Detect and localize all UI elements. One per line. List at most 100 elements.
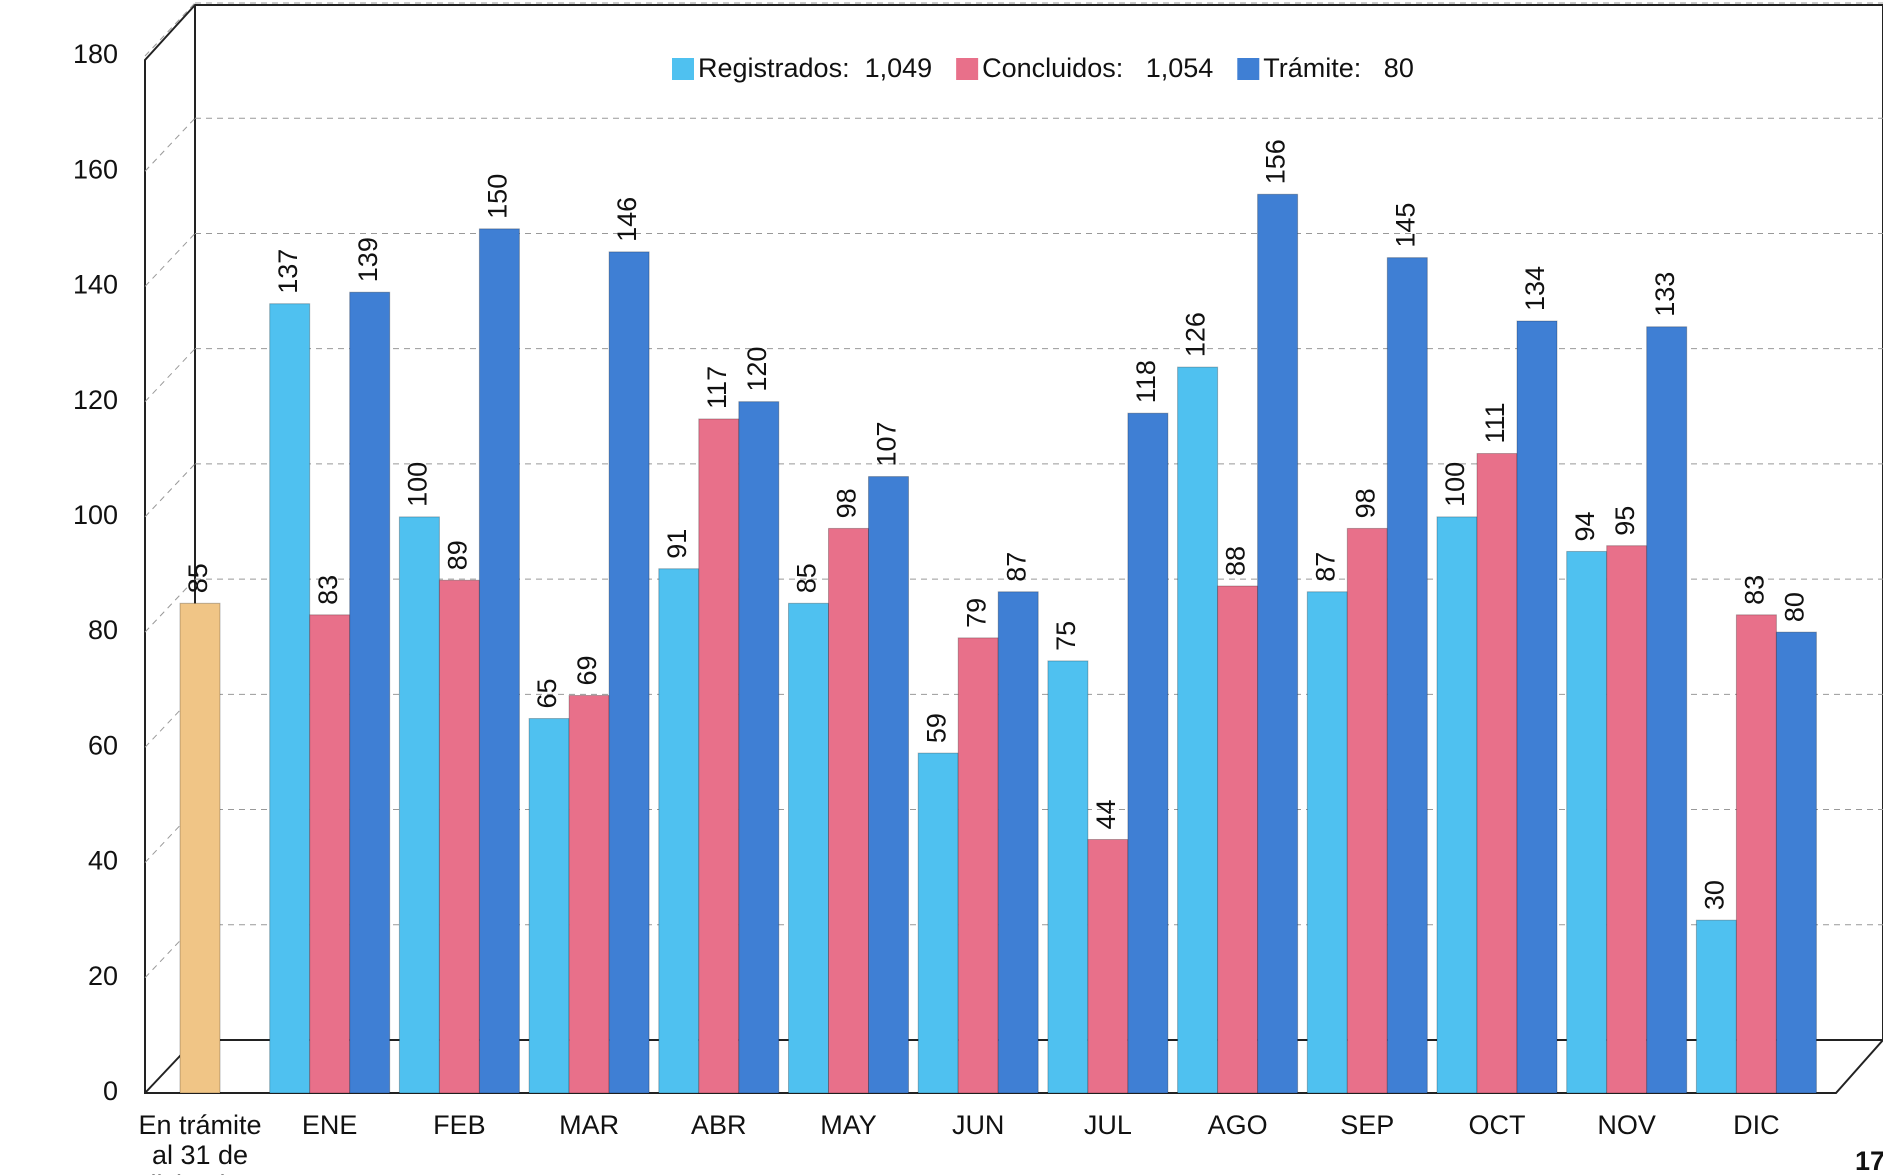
y-tick-label: 60 — [88, 730, 118, 760]
data-label: 133 — [1650, 272, 1680, 317]
data-label: 95 — [1610, 506, 1640, 536]
bar — [997, 591, 1039, 1094]
bar — [349, 291, 391, 1094]
grid-line — [144, 233, 196, 287]
data-label: 75 — [1051, 621, 1081, 651]
data-label: 85 — [183, 563, 213, 593]
bar — [608, 251, 650, 1094]
data-label: 80 — [1780, 592, 1810, 622]
data-label: 111 — [1480, 402, 1510, 443]
bar — [1177, 366, 1219, 1094]
x-tick-label: AGO — [1207, 1110, 1268, 1140]
data-label: 98 — [832, 488, 862, 518]
bar — [398, 516, 440, 1094]
bar — [698, 418, 740, 1094]
data-label: 107 — [872, 421, 902, 466]
bar — [1436, 516, 1478, 1094]
data-label: 117 — [702, 366, 732, 409]
data-label: 120 — [742, 347, 772, 392]
bar — [1346, 527, 1388, 1094]
x-tick-label: ABR — [691, 1110, 747, 1140]
bar — [868, 476, 909, 1094]
bar — [917, 752, 959, 1094]
bar — [658, 568, 700, 1094]
x-tick-label: JUN — [951, 1110, 1005, 1140]
grid-line — [144, 117, 196, 172]
bar — [1386, 257, 1428, 1094]
bar — [1476, 453, 1518, 1094]
data-label: 146 — [612, 197, 642, 242]
data-label: 156 — [1261, 139, 1291, 184]
x-tick-label: MAY — [820, 1110, 877, 1140]
y-tick-label: 100 — [73, 500, 118, 530]
bar — [269, 303, 311, 1094]
bar — [1606, 545, 1648, 1094]
x-tick-label: En trámite al 31 de diciembre de 2017 — [138, 1110, 262, 1175]
data-label: 30 — [1700, 880, 1730, 910]
data-label: 44 — [1091, 799, 1121, 829]
x-tick-label: DIC — [1733, 1110, 1780, 1140]
bar — [1646, 326, 1688, 1094]
bar — [478, 228, 520, 1094]
x-tick-label: NOV — [1597, 1110, 1656, 1140]
data-label: 100 — [403, 462, 433, 507]
x-tick-label: MAR — [559, 1110, 620, 1140]
data-label: 134 — [1520, 266, 1550, 311]
bar — [179, 602, 221, 1094]
bar — [1087, 839, 1129, 1094]
bar — [828, 527, 869, 1094]
grid-line — [144, 348, 196, 403]
bar — [788, 602, 829, 1094]
data-label: 87 — [1310, 552, 1340, 582]
grid-line — [144, 578, 196, 633]
data-label: 94 — [1570, 511, 1600, 541]
data-label: 137 — [273, 249, 303, 294]
data-label: 83 — [313, 575, 343, 605]
data-label: 69 — [572, 655, 602, 685]
legend-label: Registrados: 1,049 — [698, 53, 932, 83]
data-label: 145 — [1390, 203, 1420, 248]
x-tick-label: JUL — [1083, 1110, 1132, 1140]
data-label: 139 — [353, 237, 383, 282]
data-label: 79 — [961, 598, 991, 628]
legend-swatch — [956, 58, 979, 80]
bar — [1127, 412, 1169, 1094]
data-label: 59 — [921, 713, 951, 743]
legend-label: Concluidos: 1,054 — [982, 53, 1213, 83]
bar — [438, 579, 480, 1094]
x-tick-label: FEB — [433, 1110, 486, 1140]
y-tick-label: 80 — [88, 615, 118, 645]
bar — [1257, 193, 1299, 1094]
x-tick-label: SEP — [1340, 1110, 1395, 1140]
data-label: 91 — [662, 529, 692, 559]
bar — [1306, 591, 1348, 1094]
y-tick-label: 20 — [88, 961, 118, 991]
data-label: 85 — [792, 563, 822, 593]
data-label: 89 — [443, 540, 473, 570]
data-label: 87 — [1001, 552, 1031, 582]
bar — [1735, 614, 1777, 1094]
bar — [528, 718, 570, 1094]
y-tick-label: 140 — [73, 270, 118, 300]
data-label: 65 — [532, 678, 562, 708]
bar — [1217, 585, 1259, 1094]
data-label: 126 — [1181, 312, 1211, 357]
x-tick-label: OCT — [1468, 1110, 1526, 1140]
page-number: 17 — [1855, 1146, 1883, 1175]
y-tick-label: 120 — [73, 385, 118, 415]
bar — [309, 614, 351, 1094]
bar — [1047, 660, 1089, 1094]
y-tick-label: 180 — [73, 39, 118, 69]
bar — [1516, 320, 1558, 1094]
grid-line — [144, 463, 196, 518]
y-tick-label: 160 — [73, 154, 118, 184]
bar — [1695, 919, 1737, 1094]
legend-swatch — [672, 58, 694, 80]
bar — [1566, 550, 1608, 1094]
data-label: 150 — [483, 174, 513, 219]
data-label: 118 — [1131, 360, 1161, 403]
data-label: 100 — [1440, 462, 1470, 507]
legend-swatch — [1237, 58, 1260, 80]
y-tick-label: 40 — [88, 846, 118, 876]
